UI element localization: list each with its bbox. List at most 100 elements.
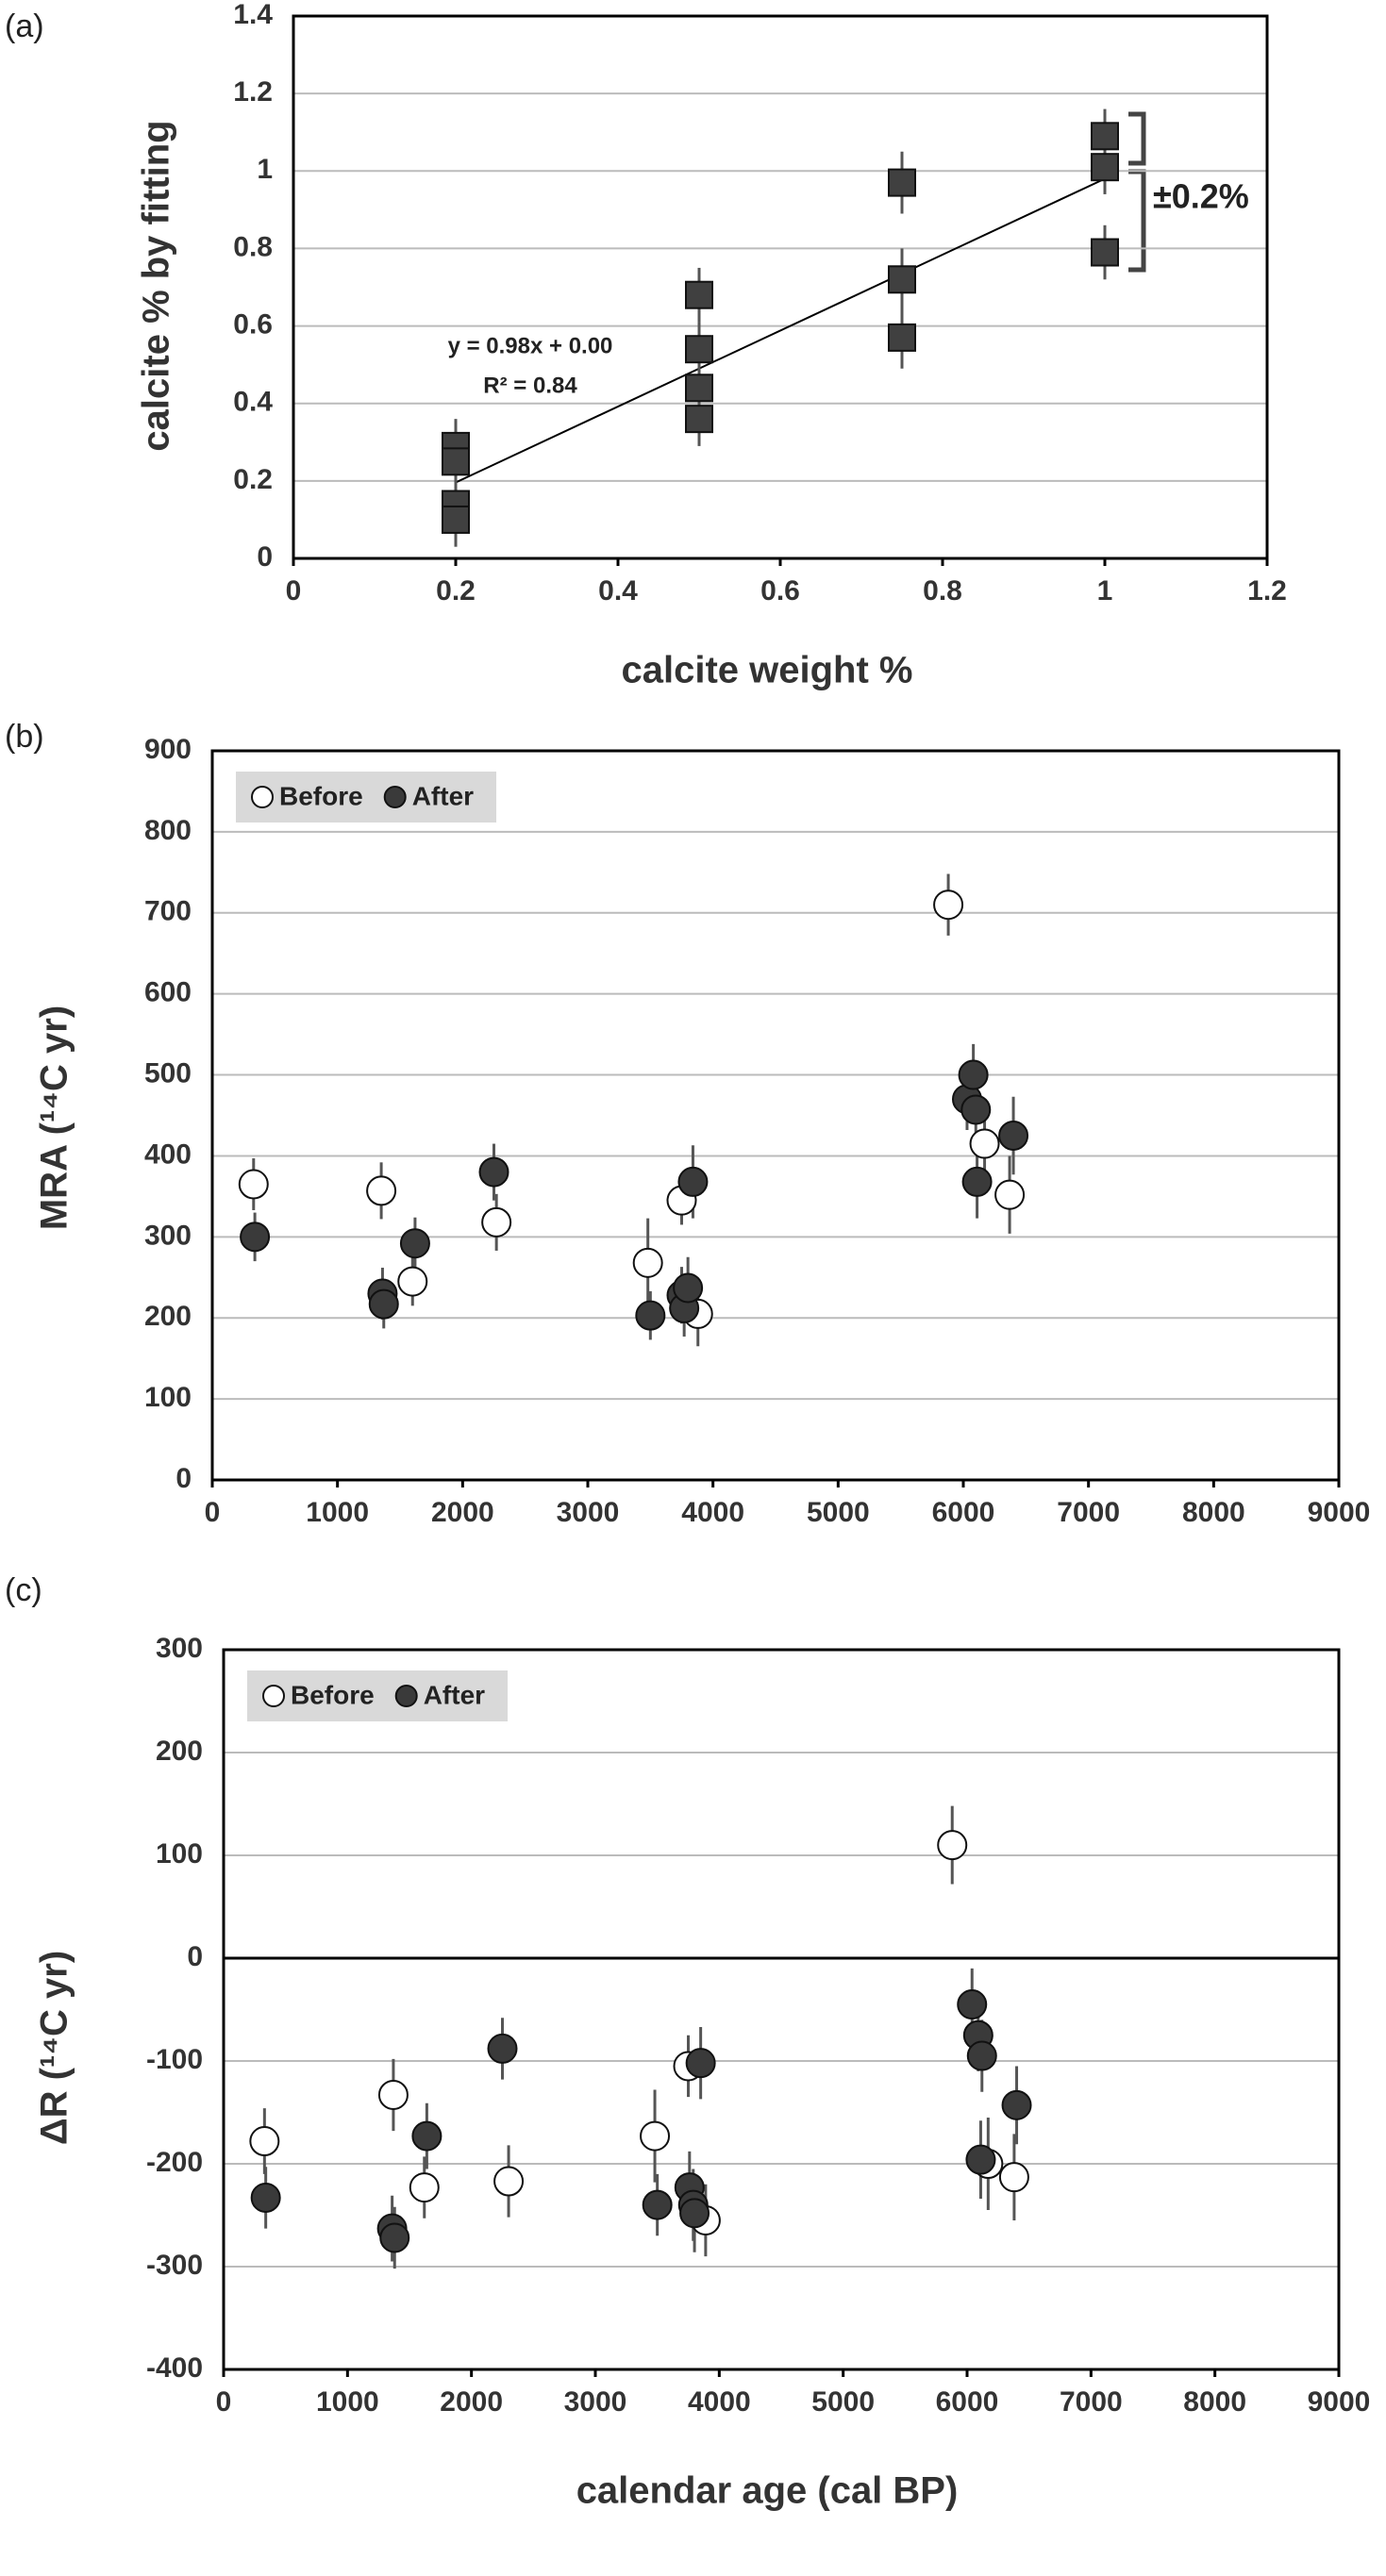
point bbox=[685, 2048, 716, 2079]
point bbox=[966, 2040, 997, 2071]
y-tick-label: 700 bbox=[144, 896, 192, 927]
x-tick-label: 3000 bbox=[564, 2386, 627, 2418]
x-tick-label: 9000 bbox=[1308, 1497, 1371, 1528]
x-tick-label: 1.2 bbox=[1247, 575, 1287, 607]
point bbox=[399, 1228, 430, 1259]
plot-frame bbox=[222, 1648, 1341, 2371]
legend-label: Before bbox=[279, 781, 363, 810]
trend-r2: R² = 0.84 bbox=[483, 373, 577, 398]
x-tick-label: 2000 bbox=[440, 2386, 503, 2418]
point bbox=[487, 2033, 518, 2064]
point bbox=[685, 405, 713, 434]
x-tick-label: 0 bbox=[205, 1497, 221, 1528]
plot-frame bbox=[210, 749, 1341, 1482]
y-tick-label: 300 bbox=[144, 1220, 192, 1251]
point bbox=[677, 1166, 709, 1197]
x-tick-label: 5000 bbox=[807, 1497, 870, 1528]
x-tick-label: 5000 bbox=[811, 2386, 875, 2418]
point bbox=[937, 1830, 968, 1861]
y-tick-label: 0 bbox=[257, 541, 273, 573]
point bbox=[933, 889, 964, 921]
x-tick-label: 4000 bbox=[688, 2386, 751, 2418]
y-tick-label: 1 bbox=[257, 154, 273, 185]
x-tick-label: 6000 bbox=[932, 1497, 995, 1528]
point bbox=[481, 1206, 512, 1238]
x-tick-label: 0.6 bbox=[760, 575, 800, 607]
point bbox=[998, 2162, 1029, 2193]
point bbox=[965, 2144, 996, 2175]
point bbox=[1001, 2089, 1032, 2120]
y-tick-label: 0.2 bbox=[233, 464, 273, 495]
x-tick-label: 0 bbox=[216, 2386, 232, 2418]
point bbox=[377, 2079, 409, 2110]
legend-marker bbox=[251, 786, 274, 808]
x-tick-label: 0 bbox=[286, 575, 302, 607]
x-tick-label: 0.4 bbox=[598, 575, 638, 607]
x-tick-label: 1 bbox=[1097, 575, 1113, 607]
point bbox=[240, 1222, 271, 1253]
point bbox=[478, 1156, 509, 1188]
legend-marker bbox=[262, 1685, 285, 1707]
x-tick-label: 1000 bbox=[306, 1497, 369, 1528]
plot-frame bbox=[292, 14, 1269, 560]
x-tick-label: 1000 bbox=[316, 2386, 379, 2418]
point bbox=[632, 1247, 663, 1278]
y-tick-label: 100 bbox=[156, 1838, 203, 1870]
point bbox=[685, 374, 713, 403]
x-tick-label: 3000 bbox=[557, 1497, 620, 1528]
point bbox=[397, 1266, 428, 1297]
x-tick-label: 7000 bbox=[1060, 2386, 1123, 2418]
y-tick-label: 500 bbox=[144, 1057, 192, 1089]
y-tick-label: 1.4 bbox=[233, 0, 273, 30]
panel-label: (c) bbox=[5, 1572, 42, 1608]
x-axis-title: calcite weight % bbox=[622, 650, 913, 691]
point bbox=[685, 335, 713, 364]
bracket bbox=[1128, 111, 1146, 273]
x-tick-label: 6000 bbox=[936, 2386, 999, 2418]
point bbox=[409, 2172, 440, 2203]
legend: Before After bbox=[236, 772, 497, 823]
annotation: ±0.2% bbox=[1153, 177, 1249, 216]
point bbox=[673, 1272, 704, 1304]
y-tick-label: 0.4 bbox=[233, 387, 273, 418]
x-tick-label: 9000 bbox=[1308, 2386, 1371, 2418]
legend-box bbox=[236, 772, 497, 823]
x-axis-title: calendar age (cal BP) bbox=[576, 2470, 959, 2512]
x-tick-label: 0.8 bbox=[923, 575, 962, 607]
y-axis-title: MRA (¹⁴C yr) bbox=[34, 1005, 75, 1230]
point bbox=[442, 447, 470, 476]
point bbox=[1091, 238, 1119, 267]
x-tick-label: 4000 bbox=[681, 1497, 744, 1528]
point bbox=[969, 1128, 1000, 1159]
y-axis-title: ΔR (¹⁴C yr) bbox=[34, 1951, 75, 2145]
point bbox=[379, 2222, 410, 2253]
point bbox=[998, 1120, 1029, 1151]
point bbox=[249, 2126, 280, 2157]
point bbox=[635, 1300, 666, 1331]
y-tick-label: -200 bbox=[146, 2147, 203, 2178]
y-tick-label: 800 bbox=[144, 815, 192, 846]
point bbox=[411, 2120, 443, 2152]
trendline bbox=[455, 177, 1106, 484]
x-tick-label: 0.2 bbox=[436, 575, 476, 607]
point bbox=[888, 265, 916, 294]
point bbox=[250, 2182, 281, 2213]
point bbox=[679, 2198, 710, 2229]
y-tick-label: -300 bbox=[146, 2250, 203, 2281]
legend-label: Before bbox=[291, 1680, 375, 1709]
point bbox=[238, 1169, 269, 1200]
y-axis-title: calcite % by fitting bbox=[136, 120, 177, 451]
legend-label: After bbox=[424, 1680, 485, 1709]
legend-marker bbox=[383, 786, 407, 808]
point bbox=[1091, 122, 1119, 151]
y-tick-label: 900 bbox=[144, 734, 192, 765]
legend: Before After bbox=[247, 1670, 509, 1721]
legend-marker bbox=[394, 1685, 418, 1707]
y-tick-label: 600 bbox=[144, 977, 192, 1008]
point bbox=[366, 1175, 397, 1206]
panel-label: (a) bbox=[5, 8, 44, 44]
x-tick-label: 7000 bbox=[1057, 1497, 1120, 1528]
x-tick-label: 2000 bbox=[431, 1497, 494, 1528]
y-tick-label: 0.6 bbox=[233, 308, 273, 340]
